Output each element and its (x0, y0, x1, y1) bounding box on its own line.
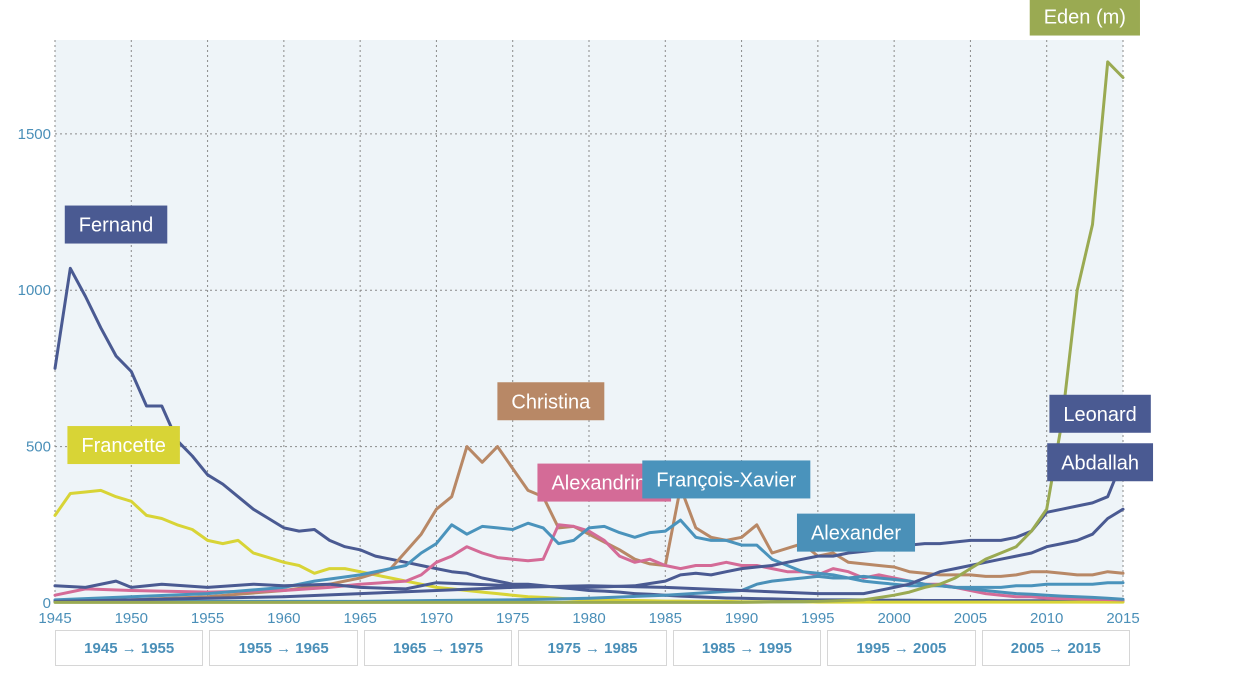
range-button[interactable]: 1995 → 2005 (827, 630, 976, 666)
name-label-christina: Christina (497, 382, 605, 421)
name-label-text: Abdallah (1061, 452, 1139, 474)
x-tick-label: 1970 (420, 610, 453, 627)
x-tick-label: 1990 (725, 610, 758, 627)
series-line-leonard (53, 457, 1125, 591)
series-line-alexander (53, 574, 1125, 603)
x-tick-label: 2010 (1030, 610, 1063, 627)
series-line-abdallah (53, 507, 1125, 603)
name-label-box (497, 382, 605, 421)
name-label-box (642, 460, 811, 499)
name-label-leonard: Leonard (1049, 394, 1151, 433)
range-button[interactable]: 1985 → 1995 (672, 630, 822, 666)
name-label-box (1049, 394, 1151, 433)
x-tick-label: 1975 (496, 610, 529, 627)
range-button[interactable]: 1945 → 1955 (55, 630, 204, 666)
x-tick-label: 1950 (115, 610, 148, 627)
name-label-box (1047, 443, 1154, 482)
name-label-abdallah: Abdallah (1047, 443, 1154, 482)
series-line-christina (53, 445, 1125, 603)
x-tick-label: 2015 (1106, 610, 1139, 627)
y-tick-label: 0 (43, 595, 51, 612)
x-tick-label: 2000 (877, 610, 910, 627)
x-tick-label: 1985 (649, 610, 682, 627)
name-label-text: Fernand (79, 215, 154, 237)
name-label-box (64, 205, 168, 244)
x-tick-label: 1965 (343, 610, 376, 627)
series-line-fran-ois-xavier (53, 518, 1125, 602)
x-tick-label: 1955 (191, 610, 224, 627)
series-line-francette (53, 488, 1125, 604)
range-button[interactable]: 1975 → 1985 (518, 630, 667, 666)
name-label-text: Alexandrine (551, 473, 657, 495)
y-tick-label: 1500 (18, 126, 51, 143)
x-tick-label: 1945 (38, 610, 71, 627)
x-tick-label: 2005 (954, 610, 987, 627)
name-label-box (67, 426, 180, 465)
range-button[interactable]: 1965 → 1975 (363, 630, 513, 666)
name-label-fernand: Fernand (64, 205, 168, 244)
y-tick-label: 500 (26, 439, 51, 456)
gridlines (54, 40, 1124, 604)
range-button[interactable]: 2005 → 2015 (981, 630, 1130, 666)
range-button[interactable]: 1955 → 1965 (209, 630, 358, 666)
series-line-fernand (53, 266, 1125, 603)
name-label-text: Francette (81, 435, 165, 457)
name-label-francette: Francette (67, 426, 180, 465)
name-label-alexander: Alexander (796, 513, 916, 552)
series-lines (53, 60, 1125, 604)
x-tick-label: 1995 (801, 610, 834, 627)
name-label-box (796, 513, 916, 552)
x-tick-label: 1980 (572, 610, 605, 627)
name-label-text: Alexander (811, 523, 901, 545)
name-label-text: Christina (511, 391, 591, 413)
name-label-text: Eden (m) (1044, 7, 1126, 29)
name-label-eden-m: Eden (m) (1029, 0, 1140, 36)
name-label-text: Leonard (1063, 404, 1136, 426)
name-label-fran-ois-xavier: François-Xavier (642, 460, 811, 499)
y-tick-label: 1000 (18, 282, 51, 299)
x-tick-label: 1960 (267, 610, 300, 627)
name-label-box (1029, 0, 1140, 36)
name-labels: Fernand Francette Christina Alexandrine Fran… (64, 0, 1154, 552)
range-button-bar: 1945 → 1955 1955 → 1965 1965 → 1975 1975 → … (55, 630, 1130, 668)
name-label-text: François-Xavier (656, 469, 796, 491)
